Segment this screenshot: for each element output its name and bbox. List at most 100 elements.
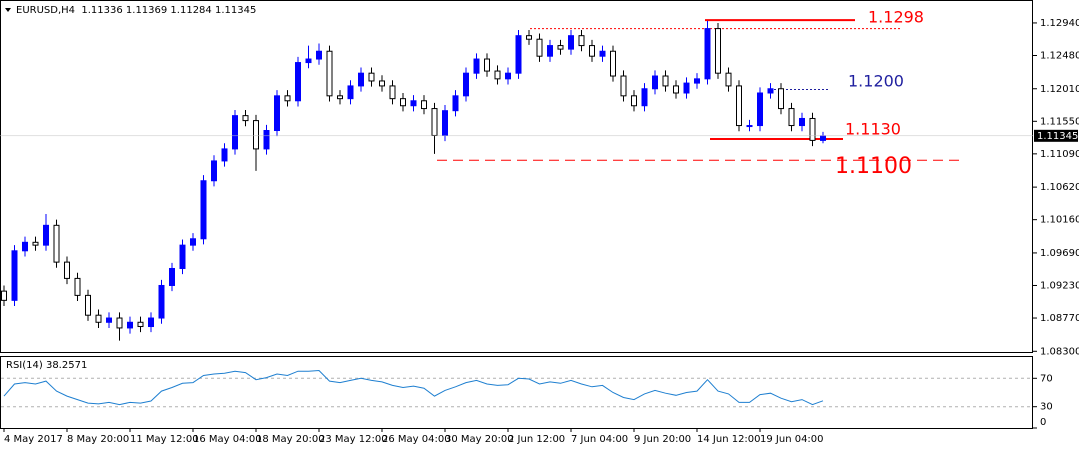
candle-body	[53, 224, 60, 263]
candle-body	[778, 88, 784, 110]
candle-body	[295, 62, 301, 102]
candle-body	[767, 88, 774, 94]
level-label: 1.1200	[848, 72, 904, 91]
candle-body	[515, 35, 522, 74]
candle-body	[316, 50, 322, 60]
x-tick-label: 4 May 2017	[4, 434, 63, 445]
candle-body	[494, 70, 501, 80]
candle-body	[347, 85, 354, 100]
candle-body	[442, 110, 448, 136]
candle-body	[715, 28, 721, 74]
candle-body	[337, 95, 343, 100]
candle-body	[389, 85, 396, 100]
candle-body	[64, 261, 70, 279]
candle-body	[463, 72, 469, 97]
candle-body	[568, 35, 574, 50]
candle-body	[704, 28, 711, 80]
x-tick-label: 8 May 20:00	[67, 434, 129, 445]
candle-body	[400, 98, 406, 107]
candle-body	[431, 108, 438, 136]
x-tick-label: 19 Jun 04:00	[760, 434, 824, 445]
candle-body	[652, 75, 658, 90]
menu-triangle	[5, 8, 11, 12]
candle-body	[547, 45, 553, 57]
chart-title: EURUSD,H4 1.11336 1.11369 1.11284 1.1134…	[16, 5, 256, 16]
y-tick-label: 70	[1040, 373, 1053, 384]
current-price-label: 1.11345	[1037, 131, 1078, 142]
y-tick-label: 1.09690	[1040, 248, 1079, 259]
y-tick-label: 1.10160	[1040, 215, 1079, 226]
x-tick-label: 9 Jun 20:00	[634, 434, 691, 445]
level-label: 1.1100	[835, 154, 912, 179]
candle-body	[725, 72, 732, 87]
x-tick-label: 16 May 04:00	[193, 434, 262, 445]
candle-body	[820, 135, 826, 141]
y-tick-label: 1.12940	[1040, 18, 1079, 29]
level-label: 1.1298	[868, 8, 924, 27]
candle-body	[179, 244, 186, 269]
candle-body	[232, 115, 238, 150]
candle-body	[746, 125, 753, 128]
candle-body	[526, 35, 532, 40]
x-tick-label: 11 May 12:00	[130, 434, 199, 445]
candle-body	[578, 35, 585, 47]
candle-body	[589, 45, 595, 57]
candle-body	[368, 72, 375, 82]
candle-body	[305, 58, 312, 64]
level-label: 1.1130	[845, 120, 901, 139]
candle-body	[137, 321, 144, 328]
candle-body	[557, 45, 564, 50]
candle-body	[358, 72, 364, 87]
y-tick-label: 1.08300	[1040, 346, 1079, 357]
y-tick-label: 1.08770	[1040, 313, 1079, 324]
candle-body	[158, 284, 165, 319]
candle-body	[379, 80, 385, 87]
x-tick-label: 7 Jun 04:00	[571, 434, 628, 445]
candle-body	[263, 130, 270, 150]
candle-body	[799, 117, 805, 127]
candle-body	[757, 92, 763, 127]
candle-body	[22, 241, 28, 252]
candle-body	[1, 290, 7, 301]
candle-body	[211, 160, 217, 182]
candle-body	[95, 314, 102, 323]
candle-body	[169, 267, 175, 286]
candle-body	[11, 250, 18, 301]
candle-body	[284, 95, 291, 102]
candle-body	[809, 117, 816, 141]
current-price-box	[1034, 129, 1078, 142]
y-tick-label: 1.12480	[1040, 50, 1079, 61]
candle-body	[631, 95, 637, 107]
rsi-line	[3, 369, 824, 406]
candle-body	[410, 100, 417, 107]
rsi-title: RSI(14) 38.2571	[6, 360, 87, 371]
candle-body	[127, 321, 133, 329]
y-tick-label: 0	[1040, 417, 1046, 428]
candle-body	[190, 238, 196, 246]
x-tick-label: 23 May 12:00	[319, 434, 388, 445]
y-tick-label: 1.12010	[1040, 84, 1079, 95]
candle-body	[694, 78, 700, 84]
y-tick-label: 30	[1040, 402, 1053, 413]
candle-body	[32, 241, 39, 246]
candle-body	[242, 115, 249, 122]
candle-body	[736, 85, 742, 127]
candle-body	[662, 75, 669, 87]
x-tick-label: 14 Jun 12:00	[697, 434, 761, 445]
candle-body	[116, 317, 123, 329]
candle-body	[221, 148, 228, 162]
y-tick-label: 1.11090	[1040, 149, 1079, 160]
candle-body	[620, 75, 627, 97]
x-tick-label: 18 May 20:00	[256, 434, 325, 445]
candle-body	[536, 38, 543, 57]
candle-body	[484, 58, 490, 72]
candle-body	[599, 50, 606, 57]
candle-body	[421, 100, 427, 110]
candle-body	[673, 85, 679, 94]
candle-body	[326, 50, 333, 97]
candle-body	[106, 317, 112, 323]
x-tick-label: 30 May 20:00	[445, 434, 514, 445]
candle-body	[85, 294, 91, 316]
x-tick-label: 26 May 04:00	[382, 434, 451, 445]
